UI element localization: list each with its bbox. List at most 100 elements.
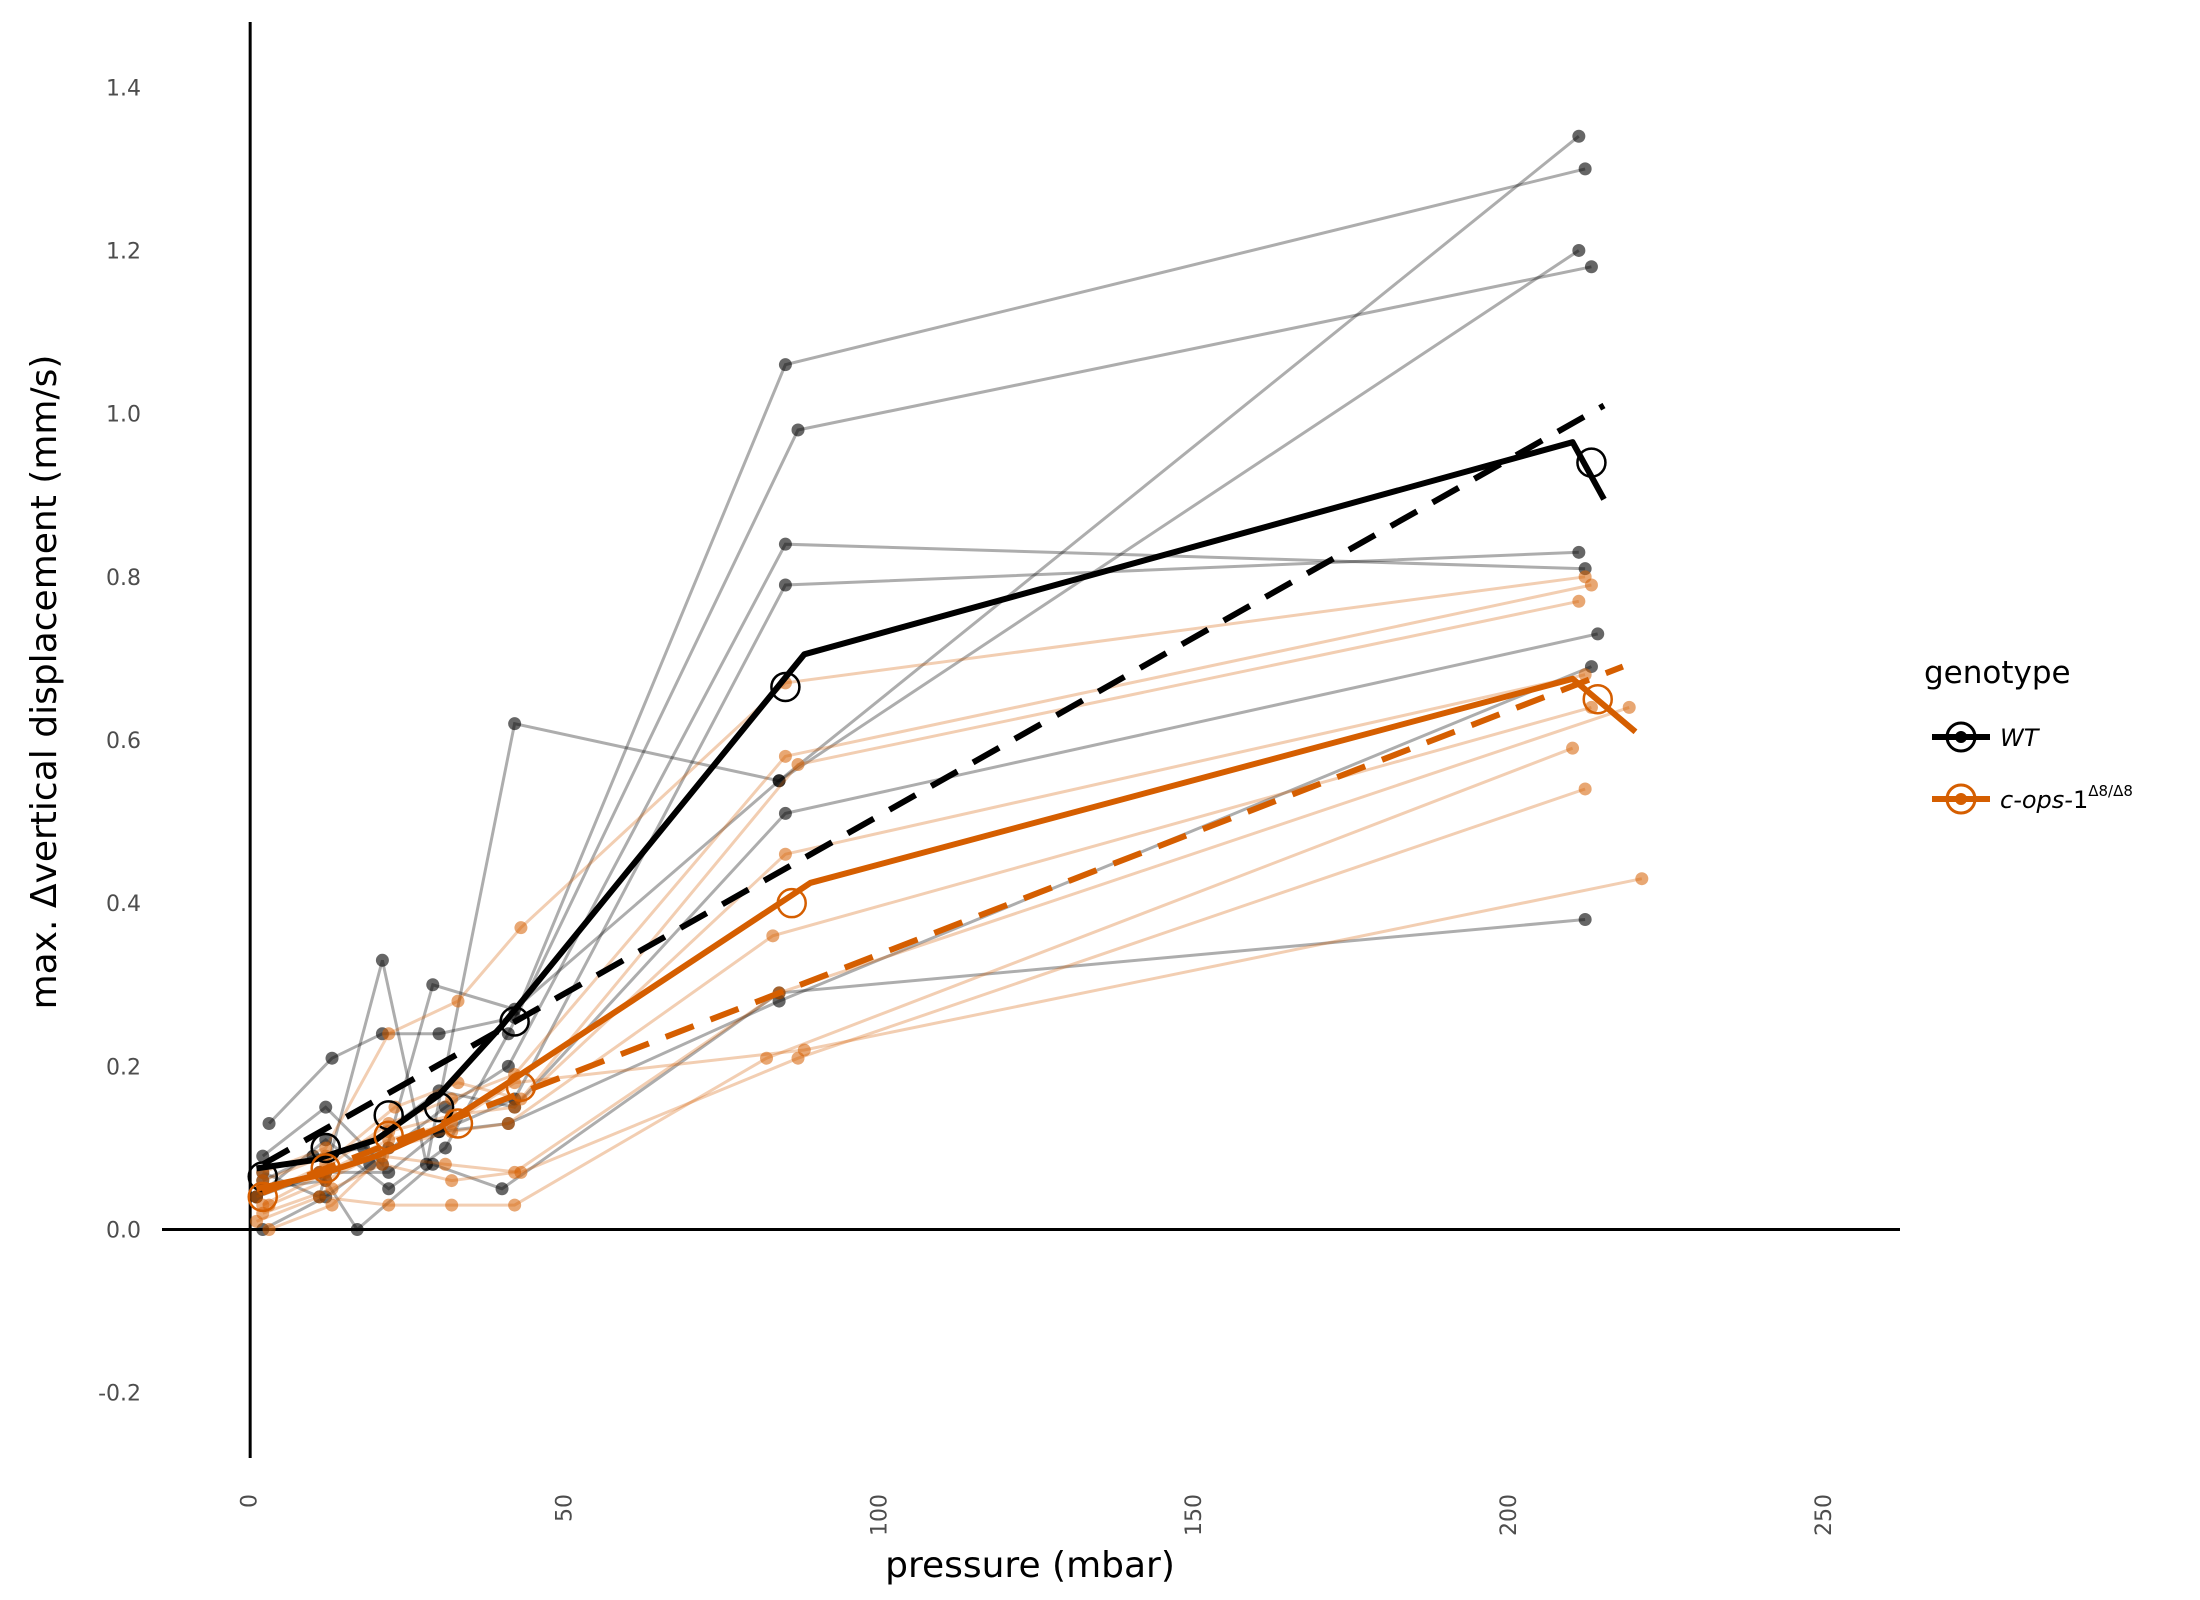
cops-trace-6-point-2 xyxy=(325,1182,339,1196)
cops-mean-point-6 xyxy=(776,887,807,919)
cops-trace-4-point-6 xyxy=(778,847,792,861)
y-tick-label-0_8: 0.8 xyxy=(106,566,141,591)
y-tick-label-1_0: 1.0 xyxy=(106,403,141,428)
legend-entry-cops: c-ops-1Δ8/Δ8 xyxy=(1932,782,2133,815)
cops-trace-5-point-5 xyxy=(501,1116,515,1130)
y-tick-label-0_6: 0.6 xyxy=(106,729,141,754)
y-tick-label-0_2: 0.2 xyxy=(106,1055,141,1080)
cops-trace-7 xyxy=(255,746,1574,1223)
cops-trace-3-point-6 xyxy=(791,757,805,771)
wt-trace-4-point-3 xyxy=(382,1182,396,1196)
wt-trace-7-point-7 xyxy=(1591,627,1605,641)
cops-trace-8-point-4 xyxy=(438,1157,452,1171)
cops-trace-1-point-5 xyxy=(514,921,528,935)
cops-trace-7-point-2 xyxy=(312,1190,326,1204)
cops-trace-8-point-7 xyxy=(1578,782,1592,796)
x-tick-label-100: 100 xyxy=(867,1494,892,1536)
wt-trace-2-point-7 xyxy=(1578,162,1592,176)
legend-label-wt: WT xyxy=(2000,724,2041,752)
wt-trace-3-point-5 xyxy=(508,717,522,731)
x-tick-label-200: 200 xyxy=(1497,1494,1522,1536)
cops-trace-7-point-3 xyxy=(382,1198,396,1212)
wt-trace-9-point-5 xyxy=(495,1182,509,1196)
cops-trace-8-point-2 xyxy=(325,1198,339,1212)
cops-mean-point-4 xyxy=(442,1108,474,1139)
cops-trace-6-point-4 xyxy=(445,1174,459,1188)
wt-trace-4-point-7 xyxy=(1584,260,1598,274)
wt-trace-7-point-6 xyxy=(778,806,792,820)
cops-trace-9-point-7 xyxy=(1635,872,1649,886)
wt-smooth-curve xyxy=(256,439,1607,1172)
x-tick-labels: 0 50 100 150 200 250 xyxy=(238,1494,1837,1536)
wt-trace-9-point-4 xyxy=(426,1157,440,1171)
cops-trace-7-point-1 xyxy=(249,1214,263,1228)
cops-trace-5-point-6 xyxy=(766,929,780,943)
cops-mean-point-2 xyxy=(310,1153,341,1184)
x-tick-label-50: 50 xyxy=(553,1494,578,1522)
cops-smooth-curve xyxy=(255,675,1638,1192)
cops-trace-2-point-6 xyxy=(778,749,792,763)
wt-trace-1-point-2 xyxy=(319,1100,333,1114)
wt-trace-6-point-6 xyxy=(778,578,792,592)
cops-mean-point-5 xyxy=(505,1071,537,1103)
wt-trace-3-point-7 xyxy=(1572,243,1586,257)
y-axis-title: max. Δvertical displacement (mm/s) xyxy=(24,355,65,1010)
wt-trace-1 xyxy=(261,135,1580,1168)
cops-trace-8-point-1 xyxy=(262,1223,276,1237)
wt-trace-9-point-7 xyxy=(1578,913,1592,926)
cops-trace-9-point-6 xyxy=(797,1043,811,1057)
cops-trace-3-point-7 xyxy=(1572,594,1586,608)
x-tick-label-150: 150 xyxy=(1182,1494,1207,1536)
wt-trace-4-point-6 xyxy=(791,423,805,437)
cops-mean-point-3 xyxy=(373,1120,404,1151)
cops-trace-4-point-7 xyxy=(1578,668,1592,682)
legend-key-ring-wt xyxy=(1945,721,1977,753)
wt-mean-point-4 xyxy=(423,1091,455,1123)
axes: 0 50 100 150 200 250 -0.2 0.0 0.2 0.4 0.6 0.8 1.0 1.… xyxy=(98,22,1900,1536)
wt-trace-1-point-4 xyxy=(426,978,440,992)
wt-trace-2-point-1 xyxy=(262,1116,276,1130)
cops-trace-8 xyxy=(268,787,1586,1231)
wt-mean-point-3 xyxy=(373,1100,404,1131)
wt-trace-2-point-6 xyxy=(778,358,792,372)
summary-lines xyxy=(247,402,1638,1213)
wt-trace-3 xyxy=(262,249,1580,1199)
y-tick-label-0_0: 0.0 xyxy=(106,1219,141,1244)
cops-trace-1-point-3 xyxy=(382,1027,396,1041)
wt-mean-point-5 xyxy=(499,1006,530,1037)
x-tick-label-250: 250 xyxy=(1812,1494,1837,1536)
cops-trace-7-point-5 xyxy=(508,1198,522,1212)
legend-label-cops: c-ops-1Δ8/Δ8 xyxy=(2000,782,2133,814)
cops-linear-fit xyxy=(261,663,1624,1196)
legend-key-ring-cops xyxy=(1945,783,1977,815)
wt-trace-9-point-3 xyxy=(350,1223,364,1237)
cops-trace-2 xyxy=(262,583,1592,1191)
cops-trace-8-point-5 xyxy=(514,1165,528,1179)
wt-mean-point-6 xyxy=(770,671,801,703)
wt-trace-3-point-6 xyxy=(772,774,786,788)
cops-trace-9-point-1 xyxy=(256,1198,270,1212)
legend-key-dot-cops xyxy=(1955,793,1967,805)
cops-trace-7-point-7 xyxy=(1566,741,1580,755)
legend-label-cops-main: c-ops- xyxy=(2000,786,2073,814)
wt-trace-3-point-3 xyxy=(375,953,389,967)
wt-linear-fit xyxy=(261,402,1606,1167)
cops-trace-6-point-7 xyxy=(1622,700,1636,714)
wt-trace-5-point-6 xyxy=(778,537,792,551)
y-tick-label-1_4: 1.4 xyxy=(106,76,141,101)
cops-trace-7-point-4 xyxy=(445,1198,459,1212)
legend-entry-wt: WT xyxy=(1932,721,2041,753)
x-tick-label-0: 0 xyxy=(238,1494,263,1508)
wt-trace-6 xyxy=(262,550,1579,1191)
wt-trace-2-point-4 xyxy=(432,1027,446,1041)
y-tick-labels: -0.2 0.0 0.2 0.4 0.6 0.8 1.0 1.2 1.4 xyxy=(98,76,141,1406)
wt-trace-5 xyxy=(262,542,1586,1231)
legend-key-dot-wt xyxy=(1955,731,1967,743)
wt-trace-6-point-7 xyxy=(1572,545,1586,559)
wt-trace-2-point-2 xyxy=(325,1051,339,1065)
cops-trace-2-point-7 xyxy=(1584,578,1598,592)
legend-title: genotype xyxy=(1924,655,2071,691)
y-tick-label-1_2: 1.2 xyxy=(106,239,141,264)
legend: genotype WT c-ops-1Δ8/Δ8 xyxy=(1924,655,2133,815)
